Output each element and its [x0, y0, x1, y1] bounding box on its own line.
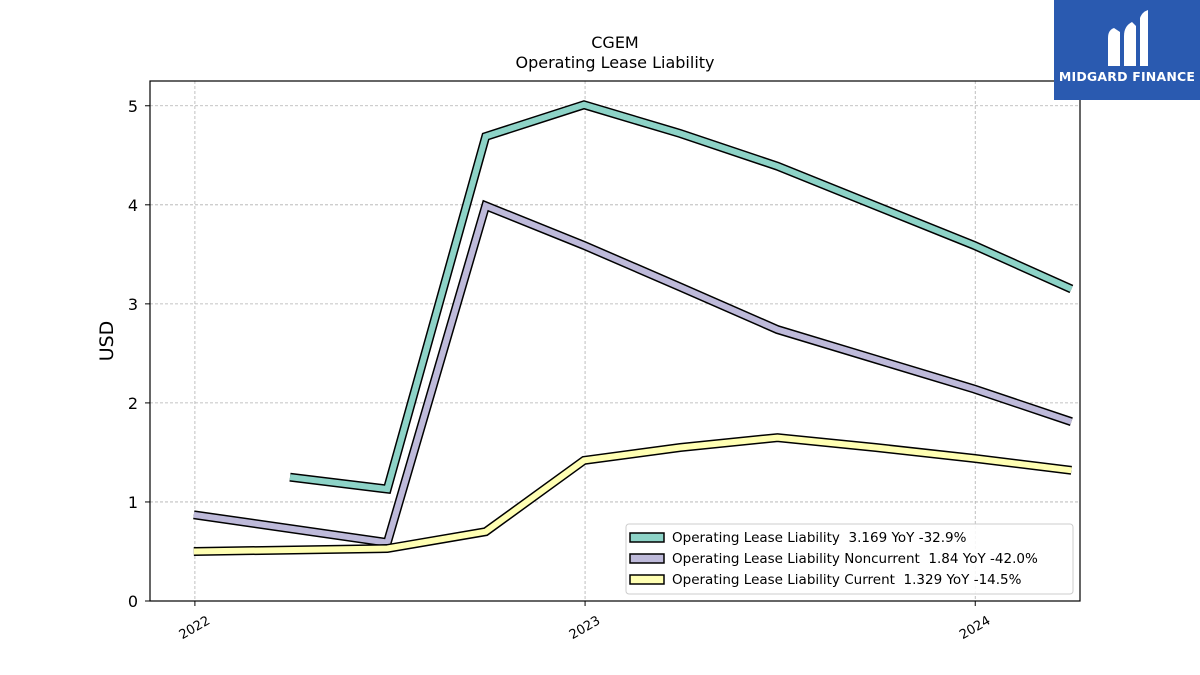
- grid: [150, 81, 1080, 602]
- y-tick-label: 0: [128, 592, 138, 611]
- brand-logo: MIDGARD FINANCE: [1054, 0, 1200, 100]
- legend-swatch-2: [629, 574, 665, 585]
- series-line-2: [193, 434, 1072, 555]
- legend-swatch-0: [629, 532, 665, 543]
- chart-title: CGEM: [591, 33, 638, 52]
- logo-mark-icon: [1108, 10, 1148, 66]
- legend-label-0: Operating Lease Liability 3.169 YoY -32.…: [672, 530, 967, 546]
- plot-frame: [149, 80, 1081, 602]
- series-lines: [193, 100, 1074, 556]
- legend-label-1: Operating Lease Liability Noncurrent 1.8…: [672, 551, 1038, 567]
- y-tick-label: 3: [128, 295, 138, 314]
- x-tick-label: 2024: [957, 613, 993, 643]
- legend-box: [625, 523, 1074, 595]
- y-tick-label: 2: [128, 394, 138, 413]
- y-tick-label: 1: [128, 493, 138, 512]
- legend: Operating Lease Liability 3.169 YoY -32.…: [625, 523, 1074, 595]
- legend-swatch-1: [629, 553, 665, 564]
- chart-subtitle: Operating Lease Liability: [515, 53, 714, 72]
- y-tick-label: 4: [128, 196, 138, 215]
- x-tick-label: 2023: [567, 613, 603, 643]
- y-axis-label: USD: [96, 321, 118, 362]
- series-outline-0: [289, 100, 1074, 495]
- x-tick-label: 2022: [177, 613, 213, 643]
- y-tick-label: 5: [128, 97, 138, 116]
- series-outline-1: [193, 199, 1073, 548]
- legend-label-2: Operating Lease Liability Current 1.329 …: [672, 572, 1022, 588]
- logo-text: MIDGARD FINANCE: [1058, 69, 1196, 84]
- series-line-0: [289, 101, 1073, 493]
- series-line-1: [193, 201, 1073, 546]
